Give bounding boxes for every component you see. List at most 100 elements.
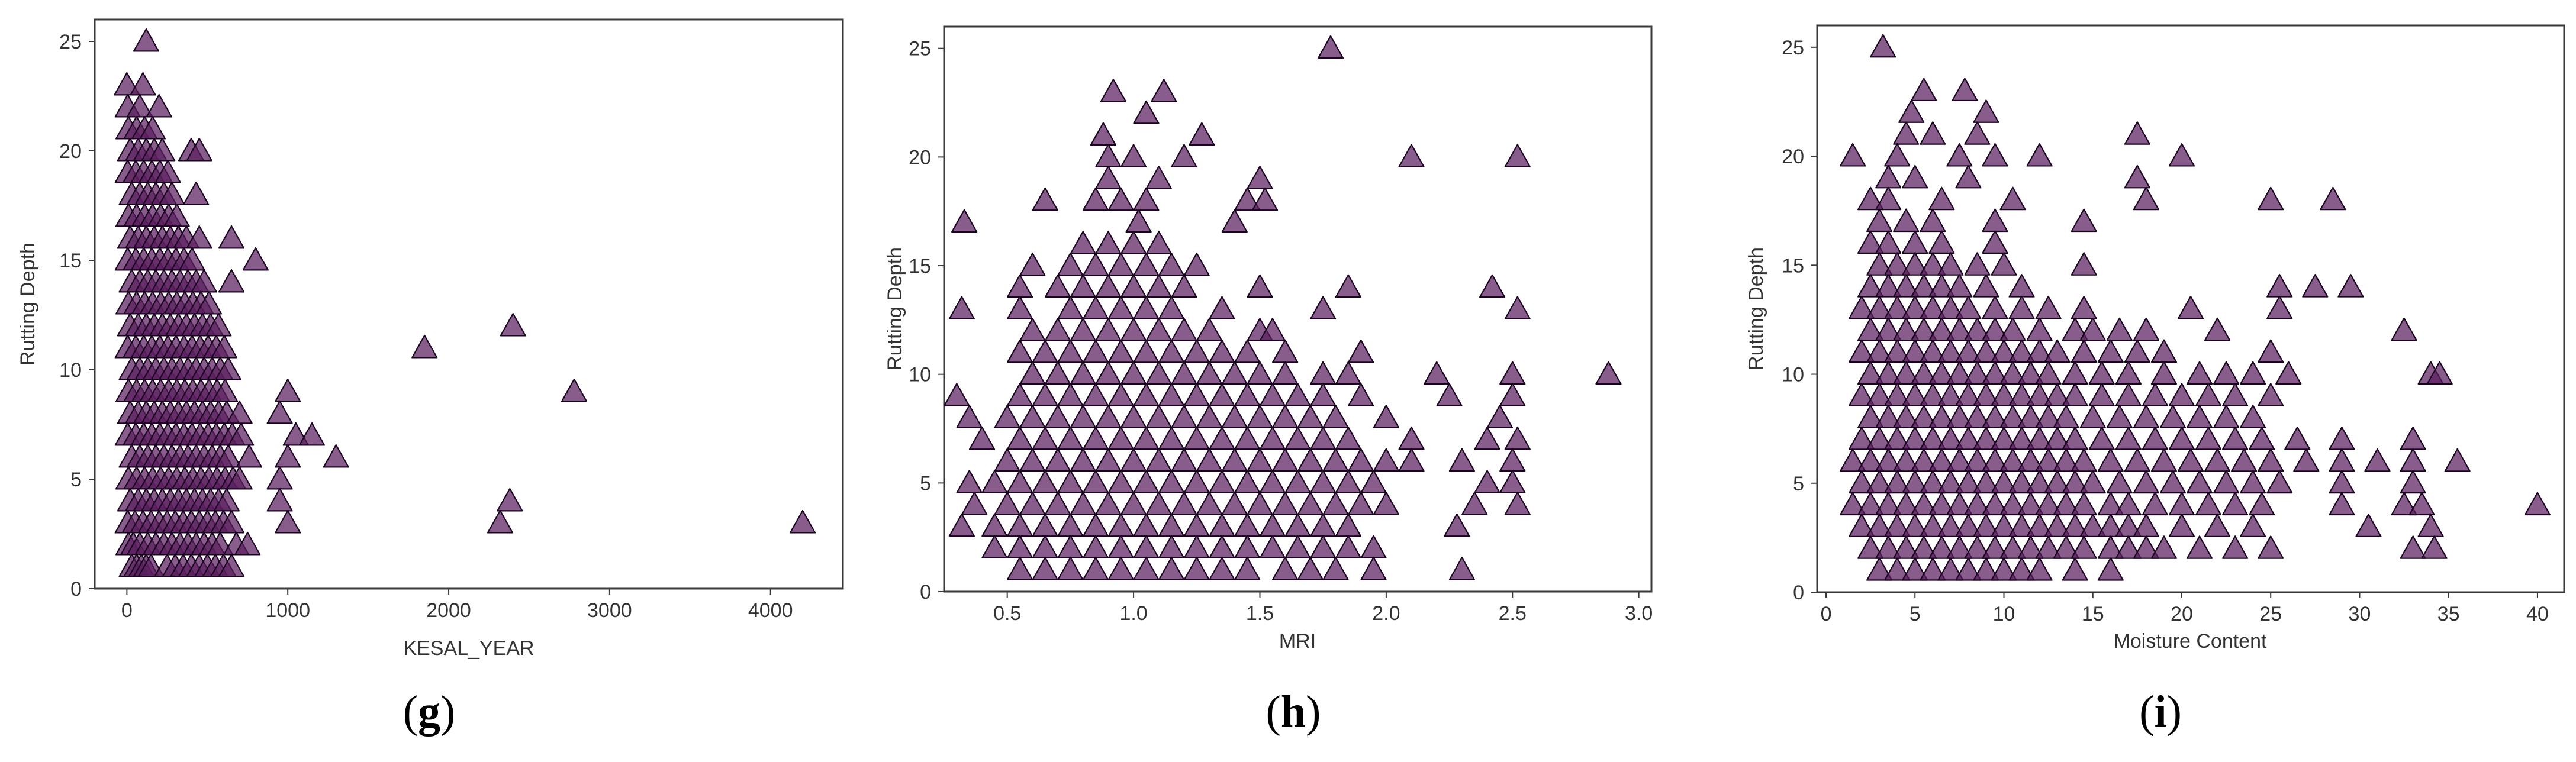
data-point-triangle [1893, 492, 1920, 516]
data-point-triangle [195, 290, 223, 315]
data-point-triangle [1247, 491, 1273, 515]
data-point-triangle [1982, 535, 2008, 559]
data-point-triangle [2266, 295, 2293, 319]
data-point-triangle [205, 312, 232, 337]
data-point-triangle [1884, 426, 1911, 450]
data-point-triangle [1875, 186, 1902, 211]
data-point-triangle [2088, 361, 2115, 385]
data-point-triangle [2079, 317, 2106, 341]
data-point-triangle [1234, 513, 1261, 537]
data-point-triangle [1884, 339, 1911, 363]
data-point-triangle [1893, 208, 1920, 233]
data-point-triangle [1920, 383, 1946, 406]
data-point-triangle [2097, 514, 2124, 537]
data-point-triangle [2071, 339, 2097, 363]
data-point-triangle [2017, 448, 2044, 472]
data-point-triangle [1234, 187, 1261, 211]
data-point-triangle [2320, 186, 2346, 211]
data-point-triangle [1107, 383, 1134, 406]
data-point-triangle [2115, 492, 2142, 516]
data-point-triangle [1247, 405, 1273, 428]
data-point-triangle [1317, 35, 1344, 59]
data-point-triangle [1999, 361, 2026, 385]
data-point-triangle [211, 334, 237, 359]
data-point-triangle [1057, 513, 1084, 537]
data-point-triangle [1209, 383, 1235, 406]
data-point-triangle [1057, 339, 1084, 363]
data-point-triangle [1870, 34, 1896, 58]
data-point-triangle [1284, 426, 1311, 450]
data-point-triangle [133, 28, 160, 52]
data-point-triangle [1444, 513, 1470, 537]
y-tick-label: 0 [920, 581, 931, 603]
data-point-triangle [1006, 470, 1033, 493]
data-point-triangle [1120, 405, 1147, 428]
data-point-triangle [1964, 121, 1991, 145]
data-point-triangle [2035, 361, 2062, 385]
data-point-triangle [2026, 339, 2053, 363]
data-point-triangle [2417, 514, 2444, 537]
caption-letter: i [2154, 687, 2167, 737]
data-point-triangle [186, 225, 212, 249]
data-point-triangle [1082, 535, 1109, 559]
data-point-triangle [1920, 426, 1946, 450]
data-point-triangle [1991, 339, 2017, 363]
data-point-triangle [1259, 513, 1286, 537]
y-tick-label: 0 [1793, 582, 1804, 604]
caption-letter: g [418, 687, 440, 737]
data-point-triangle [968, 426, 996, 450]
data-point-triangle [236, 444, 263, 468]
data-point-triangle [1955, 295, 1982, 319]
data-point-triangle [1839, 492, 1866, 516]
data-point-triangle [2142, 383, 2169, 406]
data-point-triangle [1902, 557, 1928, 581]
data-point-triangle [2008, 557, 2035, 581]
x-tick-label: 3000 [587, 599, 632, 622]
data-point-triangle [1145, 448, 1172, 472]
data-point-triangle [1070, 231, 1096, 254]
data-point-triangle [1171, 318, 1197, 341]
data-point-triangle [951, 209, 978, 233]
data-point-triangle [1893, 317, 1920, 341]
data-point-triangle [2400, 535, 2426, 559]
data-point-triangle [2249, 492, 2275, 516]
data-point-triangle [1884, 295, 1911, 319]
data-point-triangle [1019, 405, 1046, 428]
data-point-triangle [228, 422, 255, 446]
data-point-triangle [1158, 426, 1185, 450]
data-point-triangle [1120, 448, 1147, 472]
data-point-triangle [1183, 383, 1210, 406]
y-tick-label: 25 [59, 31, 82, 53]
y-tick-label: 5 [70, 469, 82, 491]
data-point-triangle [1196, 448, 1223, 472]
data-point-triangle [1373, 405, 1399, 428]
data-point-triangle [1911, 448, 1937, 472]
y-tick-label: 20 [59, 140, 82, 163]
y-axis-label: Rutting Depth [1745, 247, 1767, 370]
data-point-triangle [2115, 426, 2142, 450]
data-point-triangle [2329, 492, 2355, 516]
data-point-triangle [1857, 448, 1884, 472]
x-tick-label: 10 [1993, 603, 2015, 625]
data-point-triangle [1133, 252, 1160, 276]
data-point-triangle [2097, 492, 2124, 516]
data-point-triangle [1849, 339, 1875, 363]
data-point-triangle [2017, 405, 2044, 428]
data-point-triangle [1920, 208, 1946, 233]
data-point-triangle [1920, 252, 1946, 276]
data-point-triangle [1196, 318, 1223, 341]
data-point-triangle [1272, 361, 1299, 385]
data-point-triangle [1875, 405, 1902, 428]
data-point-triangle [1107, 557, 1134, 580]
data-point-triangle [191, 269, 217, 293]
data-point-triangle [2421, 535, 2448, 559]
data-point-triangle [1095, 144, 1122, 167]
data-point-triangle [1133, 535, 1160, 559]
caption-open-paren: ( [2139, 687, 2155, 737]
data-point-triangle [1348, 448, 1374, 472]
data-point-triangle [1183, 252, 1210, 276]
data-points [1839, 34, 2551, 581]
data-point-triangle [1937, 514, 1964, 537]
data-point-triangle [1999, 317, 2026, 341]
data-point-triangle [1911, 317, 1937, 341]
